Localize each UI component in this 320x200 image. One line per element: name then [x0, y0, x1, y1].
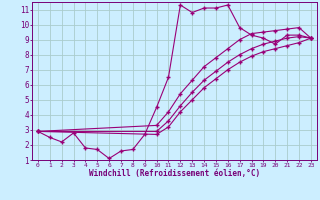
X-axis label: Windchill (Refroidissement éolien,°C): Windchill (Refroidissement éolien,°C)	[89, 169, 260, 178]
